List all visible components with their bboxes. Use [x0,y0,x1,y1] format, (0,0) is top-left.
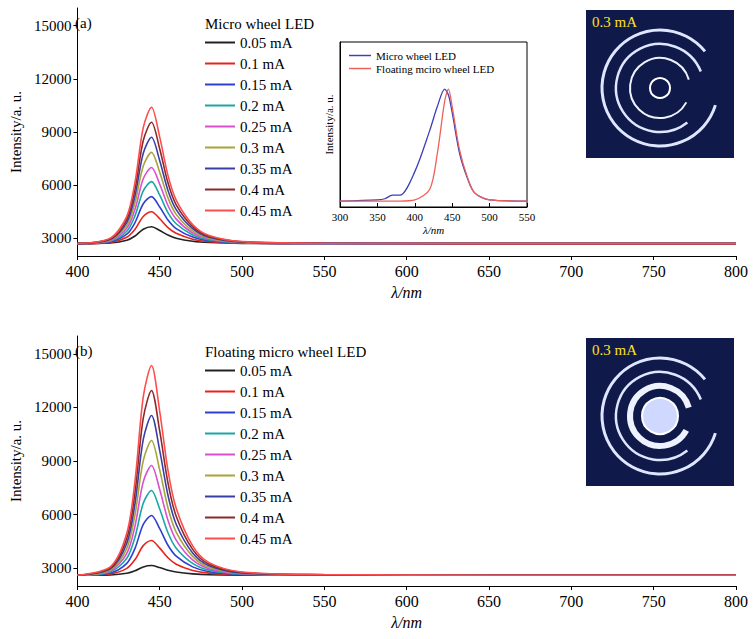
svg-text:600: 600 [395,593,419,610]
svg-text:Intensity/a. u.: Intensity/a. u. [8,91,24,173]
svg-text:800: 800 [724,263,748,280]
svg-text:0.35 mA: 0.35 mA [240,161,293,177]
svg-text:400: 400 [407,211,424,223]
svg-text:Micro wheel LED: Micro wheel LED [376,50,456,62]
svg-text:0.1 mA: 0.1 mA [240,384,285,400]
svg-text:650: 650 [477,263,501,280]
svg-text:0.3 mA: 0.3 mA [240,140,285,156]
svg-text:0.3 mA: 0.3 mA [592,342,637,358]
svg-text:Intensity/a. u.: Intensity/a. u. [323,94,335,154]
svg-text:Intensity/a. u.: Intensity/a. u. [8,420,24,502]
svg-text:550: 550 [519,211,536,223]
svg-text:400: 400 [65,593,89,610]
svg-text:0.1 mA: 0.1 mA [240,56,285,72]
svg-text:0.45 mA: 0.45 mA [240,203,293,219]
svg-text:400: 400 [65,263,89,280]
svg-text:0.3 mA: 0.3 mA [240,468,285,484]
svg-text:0.2 mA: 0.2 mA [240,426,285,442]
svg-text:0.2 mA: 0.2 mA [240,98,285,114]
svg-text:(b): (b) [75,343,93,360]
svg-text:6000: 6000 [41,177,71,193]
svg-text:9000: 9000 [41,124,71,140]
svg-text:9000: 9000 [41,453,71,469]
svg-text:0.25 mA: 0.25 mA [240,447,293,463]
svg-text:0.35 mA: 0.35 mA [240,489,293,505]
svg-text:450: 450 [148,263,172,280]
svg-text:Floating mciro wheel LED: Floating mciro wheel LED [376,63,494,75]
svg-text:0.05 mA: 0.05 mA [240,363,293,379]
svg-text:3000: 3000 [41,230,71,246]
svg-text:0.4 mA: 0.4 mA [240,510,285,526]
svg-text:600: 600 [395,263,419,280]
svg-text:350: 350 [369,211,386,223]
svg-text:λ/nm: λ/nm [422,224,444,236]
svg-text:800: 800 [724,593,748,610]
svg-text:12000: 12000 [34,71,72,87]
svg-text:0.05 mA: 0.05 mA [240,35,293,51]
svg-text:0.45 mA: 0.45 mA [240,531,293,547]
svg-text:450: 450 [444,211,461,223]
svg-text:0.4 mA: 0.4 mA [240,182,285,198]
svg-text:750: 750 [642,263,666,280]
svg-text:550: 550 [312,263,336,280]
svg-text:Micro wheel LED: Micro wheel LED [205,16,314,32]
svg-text:15000: 15000 [34,18,72,34]
svg-text:750: 750 [642,593,666,610]
svg-text:650: 650 [477,593,501,610]
svg-text:550: 550 [312,593,336,610]
svg-text:0.15 mA: 0.15 mA [240,77,293,93]
svg-text:300: 300 [332,211,349,223]
svg-text:λ/nm: λ/nm [390,614,422,631]
svg-text:0.15 mA: 0.15 mA [240,405,293,421]
svg-text:15000: 15000 [34,346,72,362]
svg-text:0.3 mA: 0.3 mA [592,14,637,30]
svg-text:450: 450 [148,593,172,610]
svg-text:500: 500 [230,263,254,280]
svg-text:700: 700 [559,593,583,610]
svg-text:Floating micro wheel LED: Floating micro wheel LED [205,344,366,360]
svg-text:3000: 3000 [41,560,71,576]
svg-text:500: 500 [230,593,254,610]
svg-text:12000: 12000 [34,399,72,415]
svg-text:(a): (a) [75,15,92,32]
svg-text:0.25 mA: 0.25 mA [240,119,293,135]
svg-text:500: 500 [481,211,498,223]
svg-text:700: 700 [559,263,583,280]
svg-text:λ/nm: λ/nm [390,284,422,301]
svg-text:6000: 6000 [41,507,71,523]
